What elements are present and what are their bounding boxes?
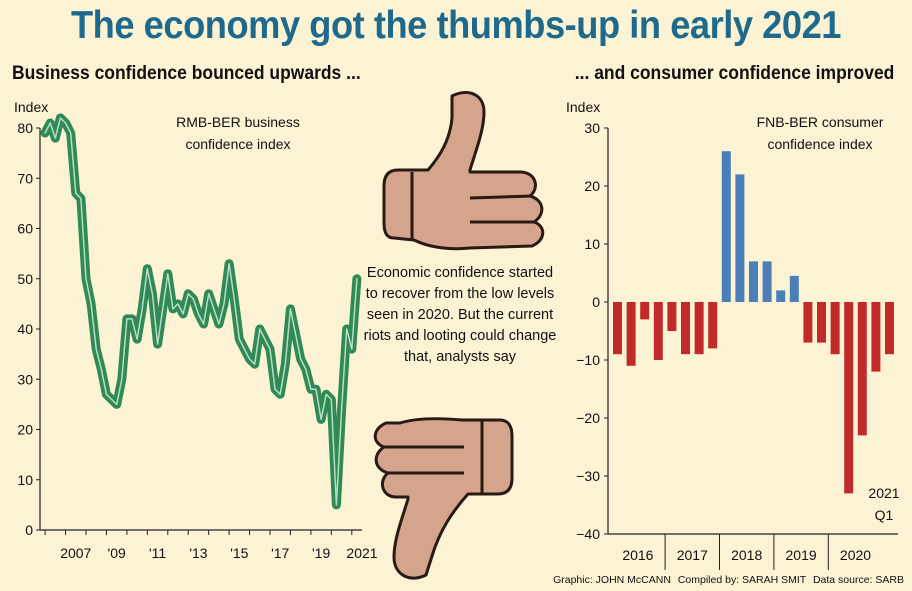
credit-compiled: Compiled by: SARAH SMIT bbox=[677, 574, 807, 586]
bar-2017Q4 bbox=[708, 302, 718, 349]
left-x-tick-label: '11 bbox=[149, 545, 166, 561]
credit-source: Data source: SARB bbox=[812, 574, 904, 586]
left-y-tick-label: 0 bbox=[25, 522, 33, 538]
left-y-tick-label: 60 bbox=[17, 221, 33, 237]
annotation-2021: 2021 bbox=[868, 485, 899, 501]
bar-2016Q3 bbox=[640, 302, 650, 320]
right-chart-label-line2: confidence index bbox=[767, 136, 872, 152]
right-y-tick-label: −30 bbox=[576, 468, 600, 484]
left-x-tick-label: '15 bbox=[230, 545, 248, 561]
bar-2016Q2 bbox=[626, 302, 636, 366]
left-x-tick-label: '17 bbox=[271, 545, 289, 561]
left-x-tick-label: 2021 bbox=[346, 545, 377, 561]
right-y-tick-label: −20 bbox=[576, 410, 600, 426]
bar-2018Q1 bbox=[721, 151, 731, 302]
left-y-tick-label: 50 bbox=[17, 271, 33, 287]
left-chart-label-line2: confidence index bbox=[185, 136, 290, 152]
thumbs-up-icon bbox=[382, 91, 545, 251]
left-y-axis-label: Index bbox=[14, 99, 48, 115]
left-y-tick-label: 20 bbox=[17, 422, 33, 438]
left-chart-label-line1: RMB-BER business bbox=[176, 114, 300, 130]
right-chart-label-line1: FNB-BER consumer bbox=[757, 114, 884, 130]
bar-2020Q2 bbox=[844, 302, 854, 494]
subtitle-consumer: ... and consumer confidence improved bbox=[574, 63, 894, 84]
right-y-axis-label: Index bbox=[566, 99, 600, 115]
left-y-tick-label: 10 bbox=[17, 472, 33, 488]
credits: Graphic: JOHN McCANN Compiled by: SARAH … bbox=[549, 574, 904, 586]
right-y-tick-label: 30 bbox=[584, 120, 600, 136]
left-x-tick-label: 2007 bbox=[60, 545, 91, 561]
bar-2016Q4 bbox=[653, 302, 663, 360]
right-y-tick-label: −10 bbox=[576, 352, 600, 368]
main-title: The economy got the thumbs-up in early 2… bbox=[70, 4, 842, 47]
business-confidence-chart: Index RMB-BER business confidence index … bbox=[14, 99, 378, 561]
subtitle-business: Business confidence bounced upwards ... bbox=[12, 63, 361, 84]
center-note: Economic confidence started to recover f… bbox=[363, 265, 557, 365]
bar-2016Q1 bbox=[613, 302, 622, 355]
right-x-tick-label: 2017 bbox=[677, 547, 708, 563]
left-y-tick-label: 30 bbox=[17, 371, 33, 387]
thumbs-down-icon bbox=[373, 417, 514, 580]
bar-2019Q2 bbox=[789, 275, 799, 302]
right-y-tick-label: 20 bbox=[584, 178, 600, 194]
bar-2019Q3 bbox=[803, 302, 813, 343]
right-y-tick-label: −40 bbox=[576, 526, 600, 542]
bar-2020Q3 bbox=[857, 302, 867, 436]
annotation-q1: Q1 bbox=[875, 507, 894, 523]
right-x-tick-label: 2020 bbox=[840, 547, 871, 563]
right-y-tick-label: 0 bbox=[592, 294, 600, 310]
bar-2020Q4 bbox=[871, 302, 881, 372]
right-x-tick-label: 2016 bbox=[622, 547, 653, 563]
left-y-tick-label: 40 bbox=[17, 321, 33, 337]
bar-2018Q4 bbox=[762, 261, 772, 302]
left-x-tick-label: '19 bbox=[312, 545, 330, 561]
bar-2020Q1 bbox=[830, 302, 840, 355]
bar-2019Q4 bbox=[817, 302, 826, 343]
right-x-tick-label: 2018 bbox=[731, 547, 762, 563]
bar-2018Q2 bbox=[735, 174, 745, 302]
bar-2018Q3 bbox=[749, 261, 758, 302]
consumer-confidence-chart: Index FNB-BER consumer confidence index … bbox=[566, 99, 900, 570]
bar-2017Q3 bbox=[694, 302, 704, 355]
bar-2021Q1 bbox=[885, 302, 894, 355]
left-x-tick-label: '09 bbox=[108, 545, 126, 561]
credit-graphic: Graphic: JOHN McCANN bbox=[553, 574, 671, 586]
left-y-tick-label: 80 bbox=[17, 120, 33, 136]
business-confidence-line-highlight bbox=[44, 117, 358, 506]
bar-2017Q1 bbox=[667, 302, 677, 331]
bar-2019Q1 bbox=[776, 290, 786, 302]
bar-2017Q2 bbox=[681, 302, 690, 355]
left-y-tick-label: 70 bbox=[17, 170, 33, 186]
right-y-tick-label: 10 bbox=[584, 236, 600, 252]
left-x-tick-label: '13 bbox=[189, 545, 207, 561]
right-x-tick-label: 2019 bbox=[786, 547, 817, 563]
